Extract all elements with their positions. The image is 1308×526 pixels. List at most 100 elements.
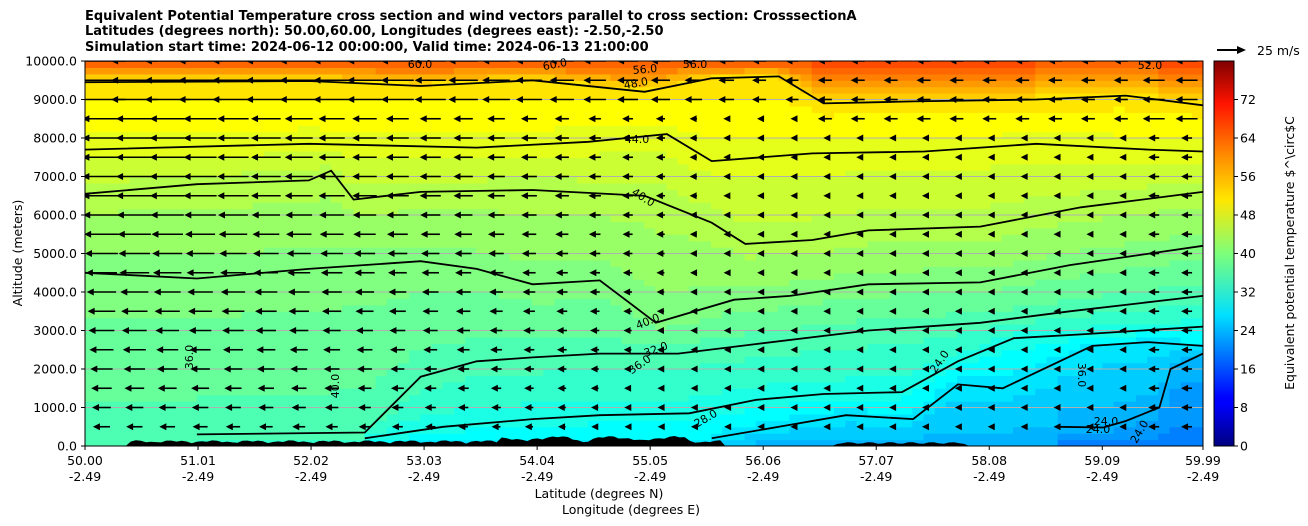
field-cell: [487, 298, 500, 306]
field-cell: [364, 61, 377, 69]
field-cell: [688, 369, 701, 377]
field-cell: [811, 253, 824, 261]
field-cell: [297, 356, 310, 364]
field-cell: [968, 99, 980, 107]
field-cell: [800, 292, 813, 300]
field-cell: [789, 394, 802, 402]
field-cell: [185, 279, 198, 287]
field-cell: [465, 138, 477, 146]
field-cell: [207, 67, 220, 75]
field-cell: [979, 105, 992, 113]
field-cell: [599, 215, 612, 223]
field-cell: [140, 150, 153, 158]
field-cell: [330, 388, 343, 396]
field-cell: [867, 157, 880, 165]
field-cell: [521, 182, 533, 190]
field-cell: [152, 86, 164, 94]
field-cell: [386, 99, 399, 107]
field-cell: [766, 266, 779, 274]
field-cell: [398, 112, 410, 120]
field-cell: [945, 73, 958, 81]
field-cell: [979, 195, 992, 203]
field-cell: [912, 170, 925, 178]
field-cell: [196, 61, 209, 69]
field-cell: [420, 285, 433, 293]
field-cell: [409, 433, 421, 441]
field-cell: [386, 336, 399, 344]
field-cell: [532, 99, 544, 107]
field-cell: [230, 138, 243, 146]
field-cell: [957, 157, 969, 165]
field-cell: [275, 407, 287, 415]
field-cell: [666, 125, 679, 133]
field-cell: [576, 163, 589, 171]
field-cell: [789, 189, 802, 197]
field-cell: [778, 144, 790, 152]
field-cell: [431, 221, 444, 229]
field-cell: [207, 433, 220, 441]
field-cell: [845, 413, 858, 421]
field-cell: [409, 304, 421, 312]
field-cell: [554, 266, 567, 274]
field-cell: [766, 170, 779, 178]
field-cell: [778, 73, 790, 81]
field-cell: [263, 144, 276, 152]
field-cell: [465, 401, 477, 409]
field-cell: [364, 349, 377, 357]
field-cell: [532, 420, 544, 428]
field-cell: [96, 99, 108, 107]
field-cell: [934, 150, 947, 158]
field-cell: [308, 208, 321, 216]
field-cell: [409, 144, 421, 152]
field-cell: [275, 240, 287, 248]
field-cell: [699, 330, 712, 338]
field-cell: [308, 375, 321, 383]
field-cell: [319, 253, 332, 261]
field-cell: [509, 182, 522, 190]
field-cell: [688, 266, 701, 274]
field-cell: [588, 420, 600, 428]
field-cell: [677, 253, 690, 261]
field-cell: [1001, 292, 1014, 300]
field-cell: [196, 381, 209, 389]
field-cell: [476, 336, 489, 344]
field-cell: [811, 73, 824, 81]
field-cell: [107, 426, 120, 434]
field-cell: [632, 163, 645, 171]
field-cell: [934, 330, 947, 338]
field-cell: [901, 86, 913, 94]
field-cell: [431, 381, 444, 389]
field-cell: [319, 317, 332, 325]
field-cell: [442, 253, 455, 261]
field-cell: [252, 118, 265, 126]
field-cell: [476, 86, 489, 94]
field-cell: [297, 272, 310, 280]
field-cell: [979, 369, 992, 377]
field-cell: [1001, 362, 1014, 370]
field-cell: [319, 195, 332, 203]
field-cell: [398, 292, 410, 300]
field-cell: [498, 369, 511, 377]
field-cell: [152, 253, 164, 261]
field-cell: [275, 234, 287, 242]
field-cell: [465, 426, 477, 434]
field-cell: [375, 99, 388, 107]
field-cell: [811, 176, 824, 184]
field-cell: [275, 311, 287, 319]
field-cell: [688, 317, 701, 325]
field-cell: [174, 279, 187, 287]
field-cell: [699, 208, 712, 216]
field-cell: [912, 61, 925, 69]
field-cell: [957, 292, 969, 300]
field-cell: [286, 311, 299, 319]
field-cell: [990, 349, 1003, 357]
field-cell: [498, 349, 511, 357]
field-cell: [219, 170, 231, 178]
field-cell: [845, 324, 858, 332]
field-cell: [912, 388, 925, 396]
field-cell: [386, 407, 399, 415]
field-cell: [442, 413, 455, 421]
field-cell: [509, 259, 522, 267]
field-cell: [152, 189, 164, 197]
field-cell: [811, 227, 824, 235]
